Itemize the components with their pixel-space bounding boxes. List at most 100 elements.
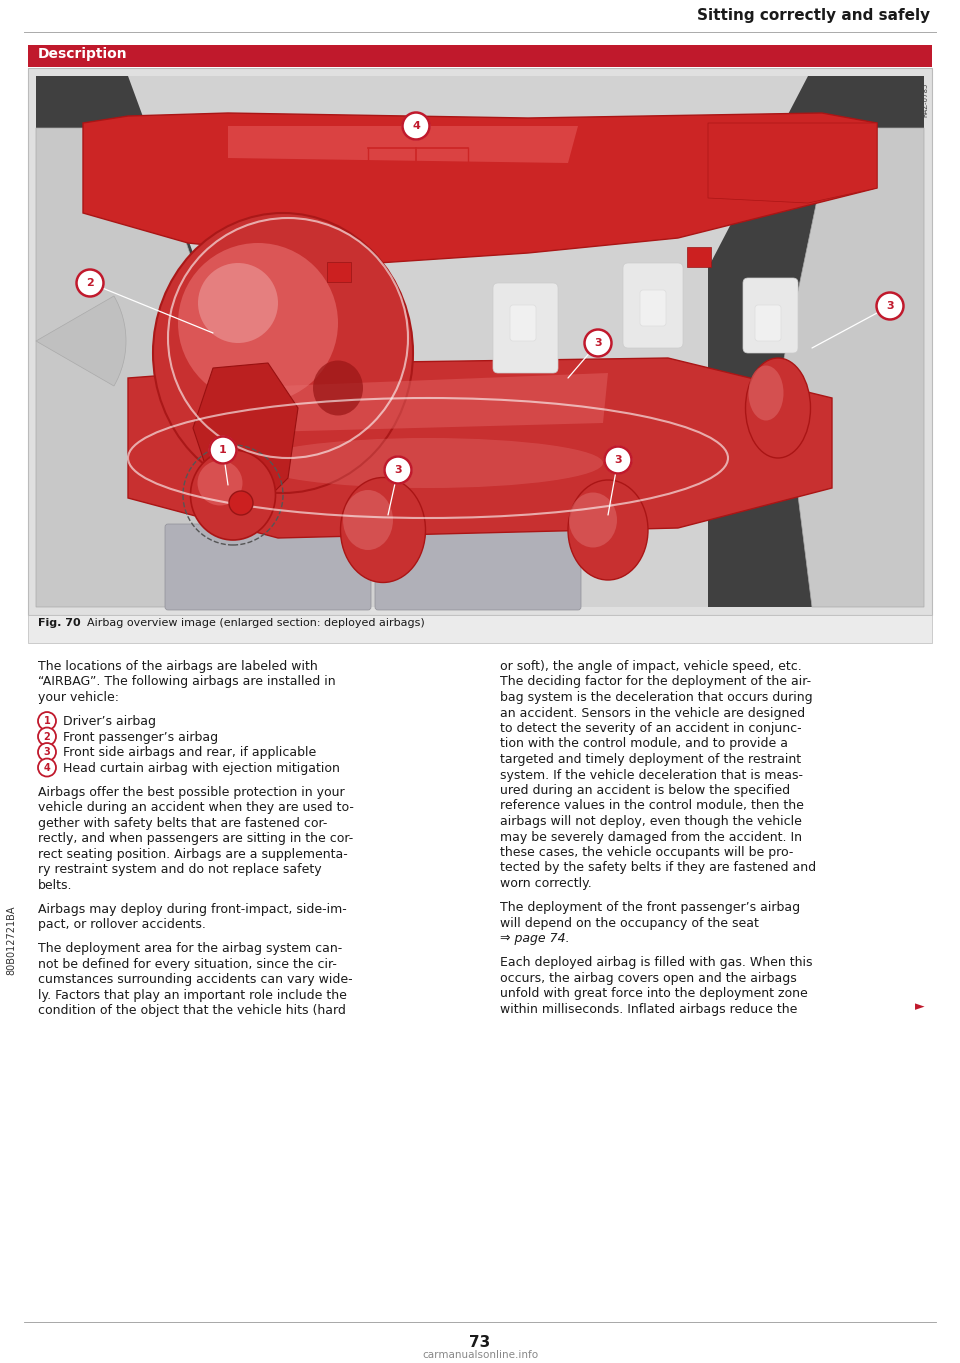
FancyBboxPatch shape: [327, 262, 351, 282]
Text: or soft), the angle of impact, vehicle speed, etc.: or soft), the angle of impact, vehicle s…: [500, 660, 802, 673]
Ellipse shape: [198, 461, 243, 506]
Text: bag system is the deceleration that occurs during: bag system is the deceleration that occu…: [500, 691, 812, 705]
Text: 1: 1: [219, 444, 227, 455]
Ellipse shape: [341, 477, 425, 582]
Text: 1: 1: [43, 716, 50, 726]
Ellipse shape: [313, 360, 363, 416]
Text: 73: 73: [469, 1334, 491, 1349]
Polygon shape: [36, 76, 228, 607]
Text: ly. Factors that play an important role include the: ly. Factors that play an important role …: [38, 988, 347, 1002]
Text: tected by the safety belts if they are fastened and: tected by the safety belts if they are f…: [500, 861, 816, 875]
Circle shape: [38, 711, 56, 731]
Circle shape: [209, 436, 236, 463]
Wedge shape: [36, 296, 126, 386]
Text: Airbags offer the best possible protection in your: Airbags offer the best possible protecti…: [38, 785, 345, 799]
Text: Driver’s airbag: Driver’s airbag: [63, 716, 156, 728]
Text: 4: 4: [43, 762, 50, 773]
Circle shape: [77, 270, 104, 297]
Text: vehicle during an accident when they are used to-: vehicle during an accident when they are…: [38, 801, 354, 814]
Text: 3: 3: [395, 465, 402, 474]
Text: RAZ-0785: RAZ-0785: [922, 83, 928, 117]
Text: these cases, the vehicle occupants will be pro-: these cases, the vehicle occupants will …: [500, 846, 793, 859]
Text: belts.: belts.: [38, 879, 73, 891]
Text: Head curtain airbag with ejection mitigation: Head curtain airbag with ejection mitiga…: [63, 762, 340, 774]
Text: rectly, and when passengers are sitting in the cor-: rectly, and when passengers are sitting …: [38, 831, 353, 845]
Circle shape: [876, 293, 903, 319]
Text: an accident. Sensors in the vehicle are designed: an accident. Sensors in the vehicle are …: [500, 706, 805, 720]
Text: 3: 3: [43, 747, 50, 756]
Ellipse shape: [253, 438, 603, 488]
Text: may be severely damaged from the accident. In: may be severely damaged from the acciden…: [500, 830, 802, 844]
Text: 2: 2: [43, 732, 50, 741]
FancyBboxPatch shape: [687, 247, 711, 267]
Text: targeted and timely deployment of the restraint: targeted and timely deployment of the re…: [500, 752, 802, 766]
Text: Front side airbags and rear, if applicable: Front side airbags and rear, if applicab…: [63, 746, 316, 759]
Polygon shape: [228, 373, 608, 433]
Text: 2: 2: [86, 278, 94, 288]
FancyBboxPatch shape: [28, 615, 932, 643]
FancyBboxPatch shape: [36, 76, 924, 607]
Text: “AIRBAG”. The following airbags are installed in: “AIRBAG”. The following airbags are inst…: [38, 676, 336, 688]
Text: pact, or rollover accidents.: pact, or rollover accidents.: [38, 919, 205, 931]
Text: airbags will not deploy, even though the vehicle: airbags will not deploy, even though the…: [500, 815, 802, 827]
Polygon shape: [378, 368, 548, 607]
Text: The deployment of the front passenger’s airbag: The deployment of the front passenger’s …: [500, 901, 800, 915]
FancyBboxPatch shape: [28, 68, 932, 615]
Text: system. If the vehicle deceleration that is meas-: system. If the vehicle deceleration that…: [500, 769, 803, 781]
Circle shape: [38, 759, 56, 777]
Text: ⇒ page 74.: ⇒ page 74.: [500, 932, 569, 945]
Ellipse shape: [568, 480, 648, 581]
Text: 80B012721BA: 80B012721BA: [6, 905, 16, 975]
Text: your vehicle:: your vehicle:: [38, 691, 119, 705]
Polygon shape: [708, 76, 924, 607]
Text: ured during an accident is below the specified: ured during an accident is below the spe…: [500, 784, 790, 797]
Circle shape: [402, 113, 429, 139]
Text: condition of the object that the vehicle hits (hard: condition of the object that the vehicle…: [38, 1005, 346, 1017]
Text: Fig. 70: Fig. 70: [38, 617, 81, 628]
FancyBboxPatch shape: [623, 263, 683, 348]
Ellipse shape: [190, 450, 276, 540]
Polygon shape: [708, 123, 877, 203]
Polygon shape: [128, 358, 832, 538]
Text: The locations of the airbags are labeled with: The locations of the airbags are labeled…: [38, 660, 318, 673]
Text: worn correctly.: worn correctly.: [500, 876, 591, 890]
Text: to detect the severity of an accident in conjunc-: to detect the severity of an accident in…: [500, 722, 802, 735]
Text: gether with safety belts that are fastened cor-: gether with safety belts that are fasten…: [38, 816, 327, 830]
Text: unfold with great force into the deployment zone: unfold with great force into the deploym…: [500, 987, 807, 1000]
FancyBboxPatch shape: [743, 278, 798, 353]
Polygon shape: [782, 128, 924, 607]
Text: ry restraint system and do not replace safety: ry restraint system and do not replace s…: [38, 863, 322, 876]
Circle shape: [229, 491, 253, 515]
Polygon shape: [83, 113, 877, 263]
Circle shape: [605, 447, 632, 473]
FancyBboxPatch shape: [640, 290, 666, 326]
FancyBboxPatch shape: [28, 45, 932, 67]
Text: Airbag overview image (enlarged section: deployed airbags): Airbag overview image (enlarged section:…: [80, 617, 424, 628]
Ellipse shape: [343, 491, 393, 551]
Text: Front passenger’s airbag: Front passenger’s airbag: [63, 731, 218, 744]
FancyBboxPatch shape: [493, 284, 558, 373]
FancyBboxPatch shape: [36, 76, 924, 607]
Text: 3: 3: [886, 301, 894, 311]
Ellipse shape: [746, 358, 810, 458]
Text: Sitting correctly and safely: Sitting correctly and safely: [697, 8, 930, 23]
Text: Each deployed airbag is filled with gas. When this: Each deployed airbag is filled with gas.…: [500, 955, 812, 969]
Text: 4: 4: [412, 121, 420, 131]
Text: tion with the control module, and to provide a: tion with the control module, and to pro…: [500, 737, 788, 751]
Text: cumstances surrounding accidents can vary wide-: cumstances surrounding accidents can var…: [38, 973, 352, 985]
FancyBboxPatch shape: [510, 305, 536, 341]
Text: Description: Description: [38, 46, 128, 61]
Ellipse shape: [569, 492, 617, 548]
Text: carmanualsonline.info: carmanualsonline.info: [422, 1349, 538, 1360]
Text: rect seating position. Airbags are a supplementa-: rect seating position. Airbags are a sup…: [38, 848, 348, 860]
Circle shape: [38, 743, 56, 761]
Ellipse shape: [153, 213, 413, 493]
Polygon shape: [193, 363, 298, 508]
Text: The deciding factor for the deployment of the air-: The deciding factor for the deployment o…: [500, 676, 811, 688]
Polygon shape: [228, 125, 578, 164]
Ellipse shape: [749, 365, 783, 421]
Circle shape: [385, 457, 412, 484]
FancyBboxPatch shape: [375, 523, 581, 611]
Text: ►: ►: [916, 1000, 925, 1014]
Text: 3: 3: [594, 338, 602, 348]
